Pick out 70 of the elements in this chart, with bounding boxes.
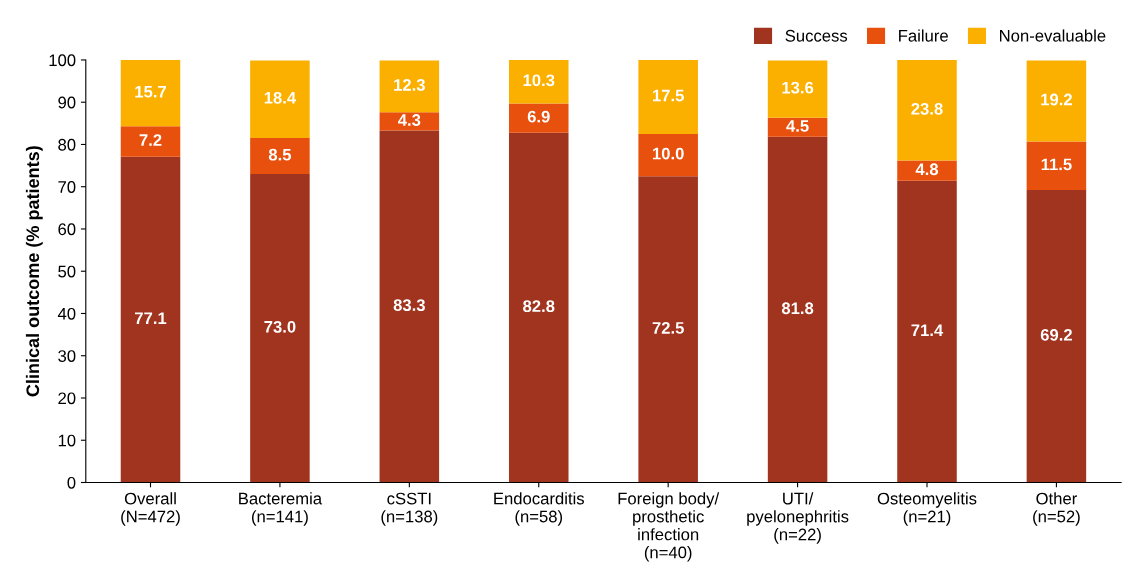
bar xyxy=(250,174,310,483)
y-axis-title: Clinical outcome (% patients) xyxy=(25,146,43,397)
y-tick-label: 100 xyxy=(49,54,76,67)
data-label: 8.5 xyxy=(268,148,292,161)
x-tick-label: UTI/ pyelonephritis (n=22) xyxy=(747,492,849,544)
x-tick-label: Osteomyelitis (n=21) xyxy=(877,492,977,526)
legend-label: Failure xyxy=(899,29,948,42)
bar xyxy=(250,138,310,175)
x-tick-label: Endocarditis (n=58) xyxy=(494,492,585,526)
y-tick-label: 90 xyxy=(58,96,76,109)
bar xyxy=(638,59,698,134)
data-label: 7.2 xyxy=(139,134,162,146)
data-label: 17.5 xyxy=(653,89,684,102)
data-label: 12.3 xyxy=(394,79,425,91)
bar xyxy=(1026,190,1087,483)
bar xyxy=(897,59,957,161)
bar xyxy=(508,59,569,104)
y-tick-label: 10 xyxy=(58,434,76,447)
x-tick-label: Bacteremia (n=141) xyxy=(239,492,323,526)
data-label: 4.5 xyxy=(786,120,809,132)
x-tick-label: cSSTI (n=138) xyxy=(381,492,438,526)
bar xyxy=(1026,60,1087,142)
bar xyxy=(508,103,569,133)
y-tick-label: 40 xyxy=(57,307,76,320)
data-label: 4.3 xyxy=(398,114,421,126)
bar xyxy=(897,160,957,181)
bar xyxy=(638,133,698,177)
bar xyxy=(1026,141,1087,191)
data-label: 13.6 xyxy=(782,81,814,94)
data-label: 83.3 xyxy=(393,299,425,311)
bar xyxy=(767,136,828,483)
data-label: 19.2 xyxy=(1041,93,1072,106)
bar xyxy=(508,132,569,483)
legend-label: Non-evaluable xyxy=(1000,29,1106,42)
y-tick-label: 70 xyxy=(58,181,76,193)
data-label: 18.4 xyxy=(264,91,297,104)
data-label: 23.8 xyxy=(911,102,943,115)
bar xyxy=(379,60,440,113)
data-label: 69.2 xyxy=(1040,328,1072,341)
legend-label: Success xyxy=(785,29,848,42)
data-label: 10.3 xyxy=(523,74,555,87)
bar xyxy=(638,176,698,483)
data-label: 10.0 xyxy=(653,147,684,160)
bar xyxy=(767,60,828,118)
y-tick-label: 60 xyxy=(58,223,76,236)
data-label: 82.8 xyxy=(523,300,555,313)
bar xyxy=(120,59,181,127)
bar xyxy=(897,180,957,483)
x-tick-label: Other (n=52) xyxy=(1033,492,1080,526)
y-tick-label: 0 xyxy=(67,476,76,489)
bar xyxy=(250,60,310,139)
data-label: 81.8 xyxy=(781,302,814,315)
data-label: 11.5 xyxy=(1041,158,1072,171)
bar xyxy=(379,130,440,483)
data-label: 71.4 xyxy=(911,324,944,336)
data-label: 77.1 xyxy=(135,312,167,324)
y-tick-label: 80 xyxy=(58,138,76,151)
bar xyxy=(379,112,440,131)
y-tick-label: 50 xyxy=(58,265,76,278)
data-label: 15.7 xyxy=(135,85,166,98)
bar xyxy=(120,126,181,157)
x-tick-label: Overall (N=472) xyxy=(121,492,180,526)
data-label: 6.9 xyxy=(527,110,550,123)
bar xyxy=(120,156,181,483)
data-label: 4.8 xyxy=(915,163,939,176)
x-tick-label: Foreign body/ prosthetic infection (n=40) xyxy=(618,492,720,562)
data-label: 72.5 xyxy=(652,322,684,334)
y-tick-label: 20 xyxy=(58,392,76,405)
data-label: 73.0 xyxy=(264,320,296,333)
y-tick-label: 30 xyxy=(58,350,76,362)
